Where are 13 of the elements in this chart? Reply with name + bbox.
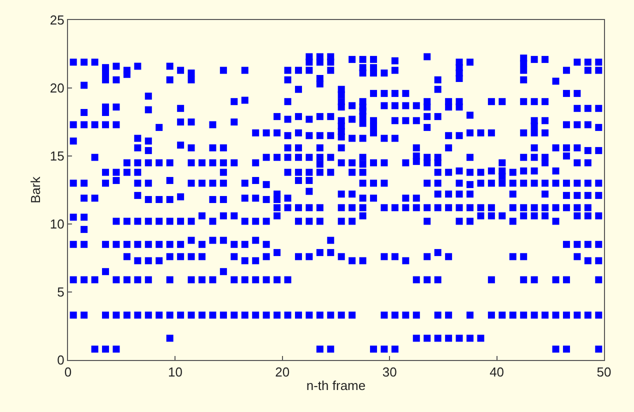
y-axis-title: Bark [28, 176, 43, 204]
x-tick-label: 40 [490, 364, 504, 380]
y-tick-label: 25 [50, 12, 64, 28]
x-tick-label: 20 [275, 364, 290, 380]
y-tick-label: 10 [50, 216, 64, 232]
x-tick-label: 30 [382, 364, 397, 380]
x-tick-label: 50 [596, 364, 612, 380]
x-tick-label: 10 [168, 364, 182, 380]
y-tick-label: 20 [50, 80, 64, 96]
x-axis-title: n-th frame [306, 378, 366, 394]
y-tick-label: 0 [57, 352, 64, 368]
y-tick-label: 15 [50, 148, 64, 164]
y-tick-label: 5 [57, 284, 64, 300]
